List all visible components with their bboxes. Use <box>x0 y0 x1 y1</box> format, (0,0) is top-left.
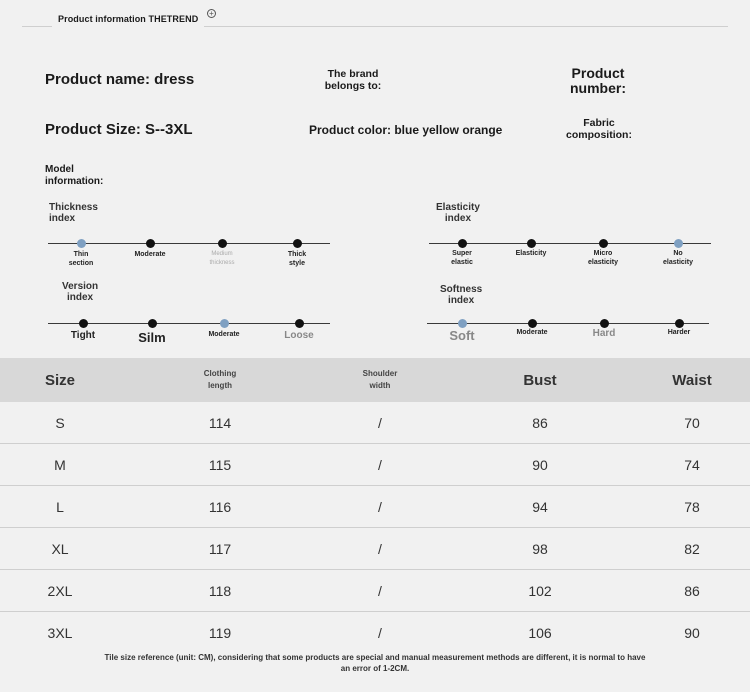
cell-clothing-length: 118 <box>208 583 232 599</box>
cell-size: S <box>55 415 65 431</box>
version-dot-3 <box>219 318 229 328</box>
cell-waist: 70 <box>684 415 700 431</box>
version-index-title: Version index <box>62 281 99 303</box>
product-color: Product color: blue yellow orange <box>309 123 503 137</box>
version-dot-4 <box>294 318 304 328</box>
softness-tick-label-3: Hard <box>592 328 616 339</box>
thickness-dot-2 <box>145 238 155 248</box>
softness-tick-label-1: Soft <box>449 328 475 343</box>
thickness-tick-label-2: Moderate <box>134 251 166 258</box>
model-info-label: Model information: <box>45 164 104 187</box>
elasticity-tick-label-1: Super elastic <box>451 250 473 266</box>
size-table-header: Size Clothing length Shoulder width Bust… <box>0 358 750 402</box>
cell-size: L <box>56 499 64 515</box>
cell-bust: 98 <box>532 541 548 557</box>
softness-tick-label-4: Harder <box>667 329 691 336</box>
softness-index-title: Softness index <box>440 284 483 306</box>
header-bust: Bust <box>523 371 557 389</box>
elasticity-scale-line <box>429 243 711 244</box>
thickness-dot-1 <box>76 238 86 248</box>
elasticity-tick-label-2: Elasticity <box>515 250 547 257</box>
cell-clothing-length: 116 <box>208 499 232 515</box>
thickness-tick-label-3: Medium thickness <box>209 251 235 266</box>
section-title: Product information THETREND <box>52 10 205 28</box>
softness-dot-4 <box>674 318 684 328</box>
thickness-scale-line <box>48 243 330 244</box>
thickness-dot-4 <box>292 238 302 248</box>
table-row: S 114 / 86 70 <box>0 402 750 444</box>
cell-shoulder-width: / <box>378 415 382 431</box>
section-header: Product information THETREND + <box>0 0 750 38</box>
product-size: Product Size: S--3XL <box>45 121 193 138</box>
header-size: Size <box>44 371 75 389</box>
version-tick-label-4: Loose <box>284 330 314 341</box>
cell-waist: 86 <box>684 583 700 599</box>
header-waist: Waist <box>672 371 712 389</box>
thickness-tick-label-4: Thick style <box>287 251 307 267</box>
size-footnote: Tile size reference (unit: CM), consider… <box>104 653 646 673</box>
elasticity-dot-4 <box>673 238 683 248</box>
elasticity-tick-label-3: Micro elasticity <box>588 250 618 266</box>
fabric-label: Fabric composition: <box>566 117 632 141</box>
cell-shoulder-width: / <box>378 499 382 515</box>
table-row: 2XL 118 / 102 86 <box>0 570 750 612</box>
product-number-label: Product number: <box>570 65 626 96</box>
version-dot-2 <box>147 318 157 328</box>
brand-label: The brand belongs to: <box>324 68 382 92</box>
cell-size: M <box>54 457 66 473</box>
table-row: L 116 / 94 78 <box>0 486 750 528</box>
table-row: 3XL 119 / 106 90 <box>0 612 750 654</box>
thickness-tick-label-1: Thin section <box>68 251 94 267</box>
cell-clothing-length: 119 <box>208 625 232 641</box>
cell-size: 2XL <box>47 583 73 599</box>
softness-dot-3 <box>599 318 609 328</box>
version-scale-line <box>48 323 330 324</box>
version-tick-label-1: Tight <box>70 330 96 341</box>
cell-clothing-length: 117 <box>208 541 232 557</box>
plus-circle-icon: + <box>207 9 216 18</box>
cell-clothing-length: 115 <box>208 457 232 473</box>
softness-scale-line <box>427 323 709 324</box>
cell-waist: 90 <box>684 625 700 641</box>
cell-shoulder-width: / <box>378 625 382 641</box>
cell-bust: 90 <box>532 457 548 473</box>
cell-bust: 106 <box>528 625 552 641</box>
thickness-dot-3 <box>217 238 227 248</box>
elasticity-index-title: Elasticity index <box>436 202 480 224</box>
version-dot-1 <box>78 318 88 328</box>
elasticity-dot-3 <box>598 238 608 248</box>
cell-waist: 74 <box>684 457 700 473</box>
softness-tick-label-2: Moderate <box>516 329 548 336</box>
elasticity-dot-1 <box>457 238 467 248</box>
elasticity-tick-label-4: No elasticity <box>663 250 693 266</box>
version-tick-label-2: Silm <box>138 330 166 345</box>
table-row: XL 117 / 98 82 <box>0 528 750 570</box>
cell-clothing-length: 114 <box>208 415 232 431</box>
cell-bust: 86 <box>532 415 548 431</box>
cell-shoulder-width: / <box>378 541 382 557</box>
cell-bust: 94 <box>532 499 548 515</box>
cell-bust: 102 <box>528 583 552 599</box>
product-name: Product name: dress <box>45 71 195 88</box>
header-shoulder-width: Shoulder width <box>362 369 398 390</box>
cell-waist: 82 <box>684 541 700 557</box>
cell-size: XL <box>51 541 69 557</box>
elasticity-dot-2 <box>526 238 536 248</box>
cell-shoulder-width: / <box>378 457 382 473</box>
cell-size: 3XL <box>47 625 73 641</box>
cell-shoulder-width: / <box>378 583 382 599</box>
thickness-index-title: Thickness index <box>49 202 98 224</box>
softness-dot-1 <box>457 318 467 328</box>
softness-dot-2 <box>527 318 537 328</box>
header-clothing-length: Clothing length <box>203 369 237 390</box>
header-rule <box>22 26 728 27</box>
version-tick-label-3: Moderate <box>208 331 240 338</box>
cell-waist: 78 <box>684 499 700 515</box>
table-row: M 115 / 90 74 <box>0 444 750 486</box>
